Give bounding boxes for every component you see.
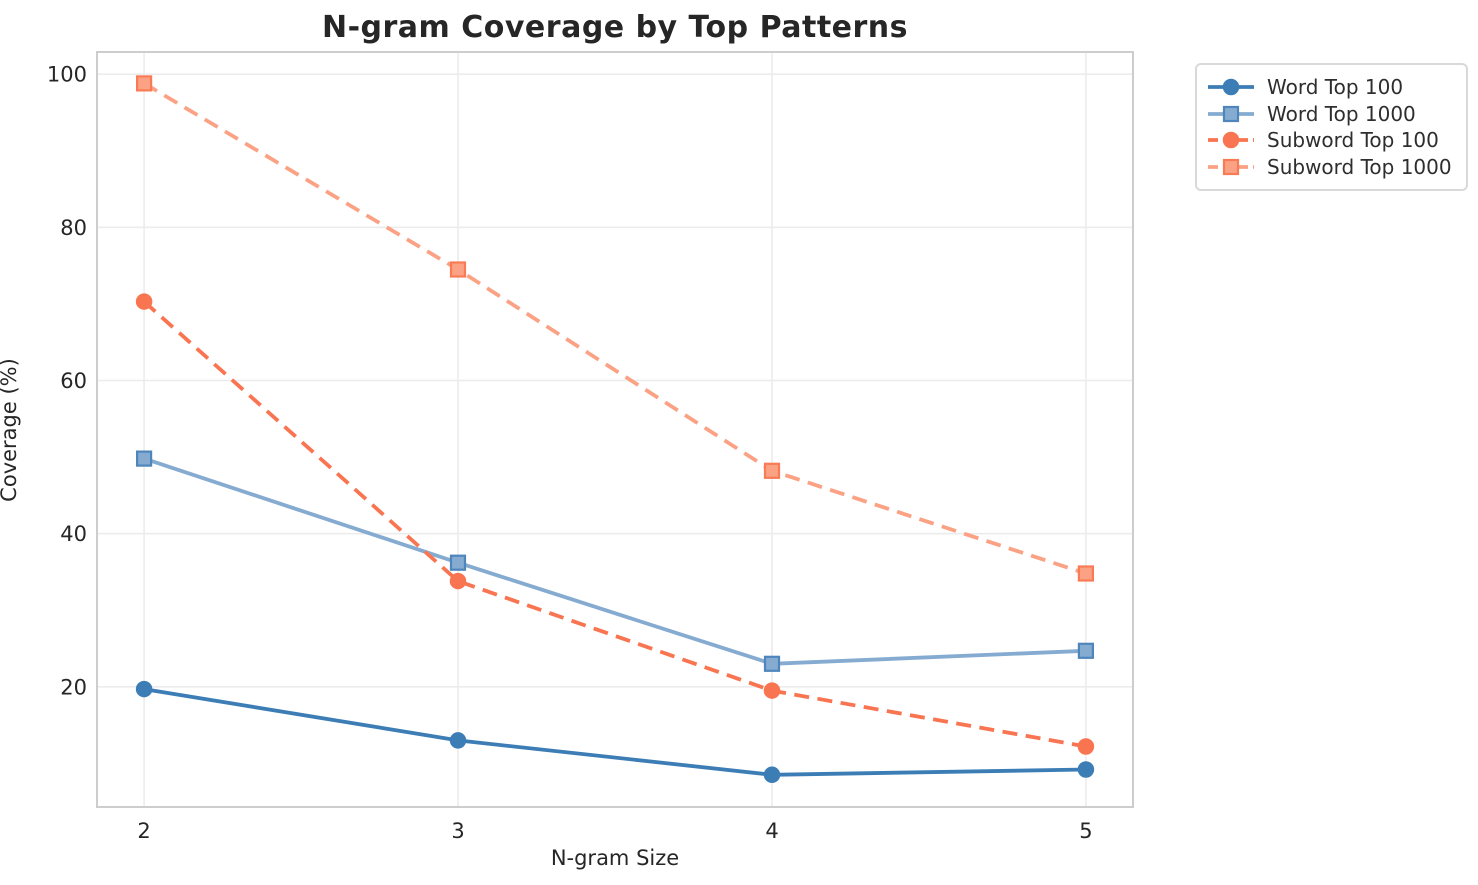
data-point: [1077, 565, 1095, 582]
y-tick-label: 20: [60, 675, 87, 699]
data-point: [763, 462, 781, 479]
legend-swatch: [1208, 158, 1254, 175]
data-point: [1077, 642, 1095, 659]
data-point: [135, 293, 153, 310]
legend-label: Word Top 100: [1267, 75, 1404, 100]
data-point: [449, 572, 467, 590]
y-tick-label: 40: [60, 522, 87, 546]
legend-label: Subword Top 1000: [1267, 154, 1452, 179]
legend-item: Word Top 1000: [1207, 101, 1452, 128]
legend-item: Subword Top 1000: [1207, 154, 1452, 181]
series-line-1: [143, 456, 1086, 666]
legend-swatch: [1208, 79, 1254, 96]
data-point: [135, 680, 153, 698]
data-point: [763, 682, 781, 699]
data-point: [1077, 738, 1095, 755]
legend-swatch: [1208, 132, 1254, 149]
data-point: [449, 732, 467, 749]
legend-item: Subword Top 100: [1207, 127, 1452, 154]
data-point: [763, 766, 781, 784]
data-point: [136, 450, 153, 467]
legend-label: Subword Top 100: [1267, 128, 1439, 153]
data-point: [763, 655, 781, 672]
plot-border: [96, 51, 1134, 808]
data-point: [1077, 761, 1095, 778]
data-point: [136, 75, 153, 92]
x-axis-label: N-gram Size: [550, 846, 680, 870]
plot-background: [97, 52, 1133, 807]
series-line-0: [143, 687, 1086, 777]
x-tick-label: 3: [451, 819, 464, 843]
x-tick-label: 5: [1079, 819, 1092, 843]
legend: Word Top 100 Word Top 1000 Subword Top 100…: [1195, 63, 1468, 191]
legend-item: Word Top 100: [1207, 74, 1452, 101]
y-tick-label: 100: [47, 63, 87, 87]
y-axis-label: Coverage (%): [0, 358, 21, 502]
x-tick-label: 4: [765, 819, 778, 843]
data-point: [449, 554, 467, 571]
data-point: [449, 261, 467, 278]
series-line-3: [143, 81, 1087, 576]
x-tick-label: 2: [137, 819, 150, 843]
legend-label: Word Top 1000: [1267, 101, 1416, 126]
legend-swatch: [1208, 105, 1254, 122]
y-tick-label: 60: [60, 369, 87, 393]
chart-title: N-gram Coverage by Top Patterns: [321, 10, 909, 45]
y-tick-label: 80: [60, 216, 87, 240]
